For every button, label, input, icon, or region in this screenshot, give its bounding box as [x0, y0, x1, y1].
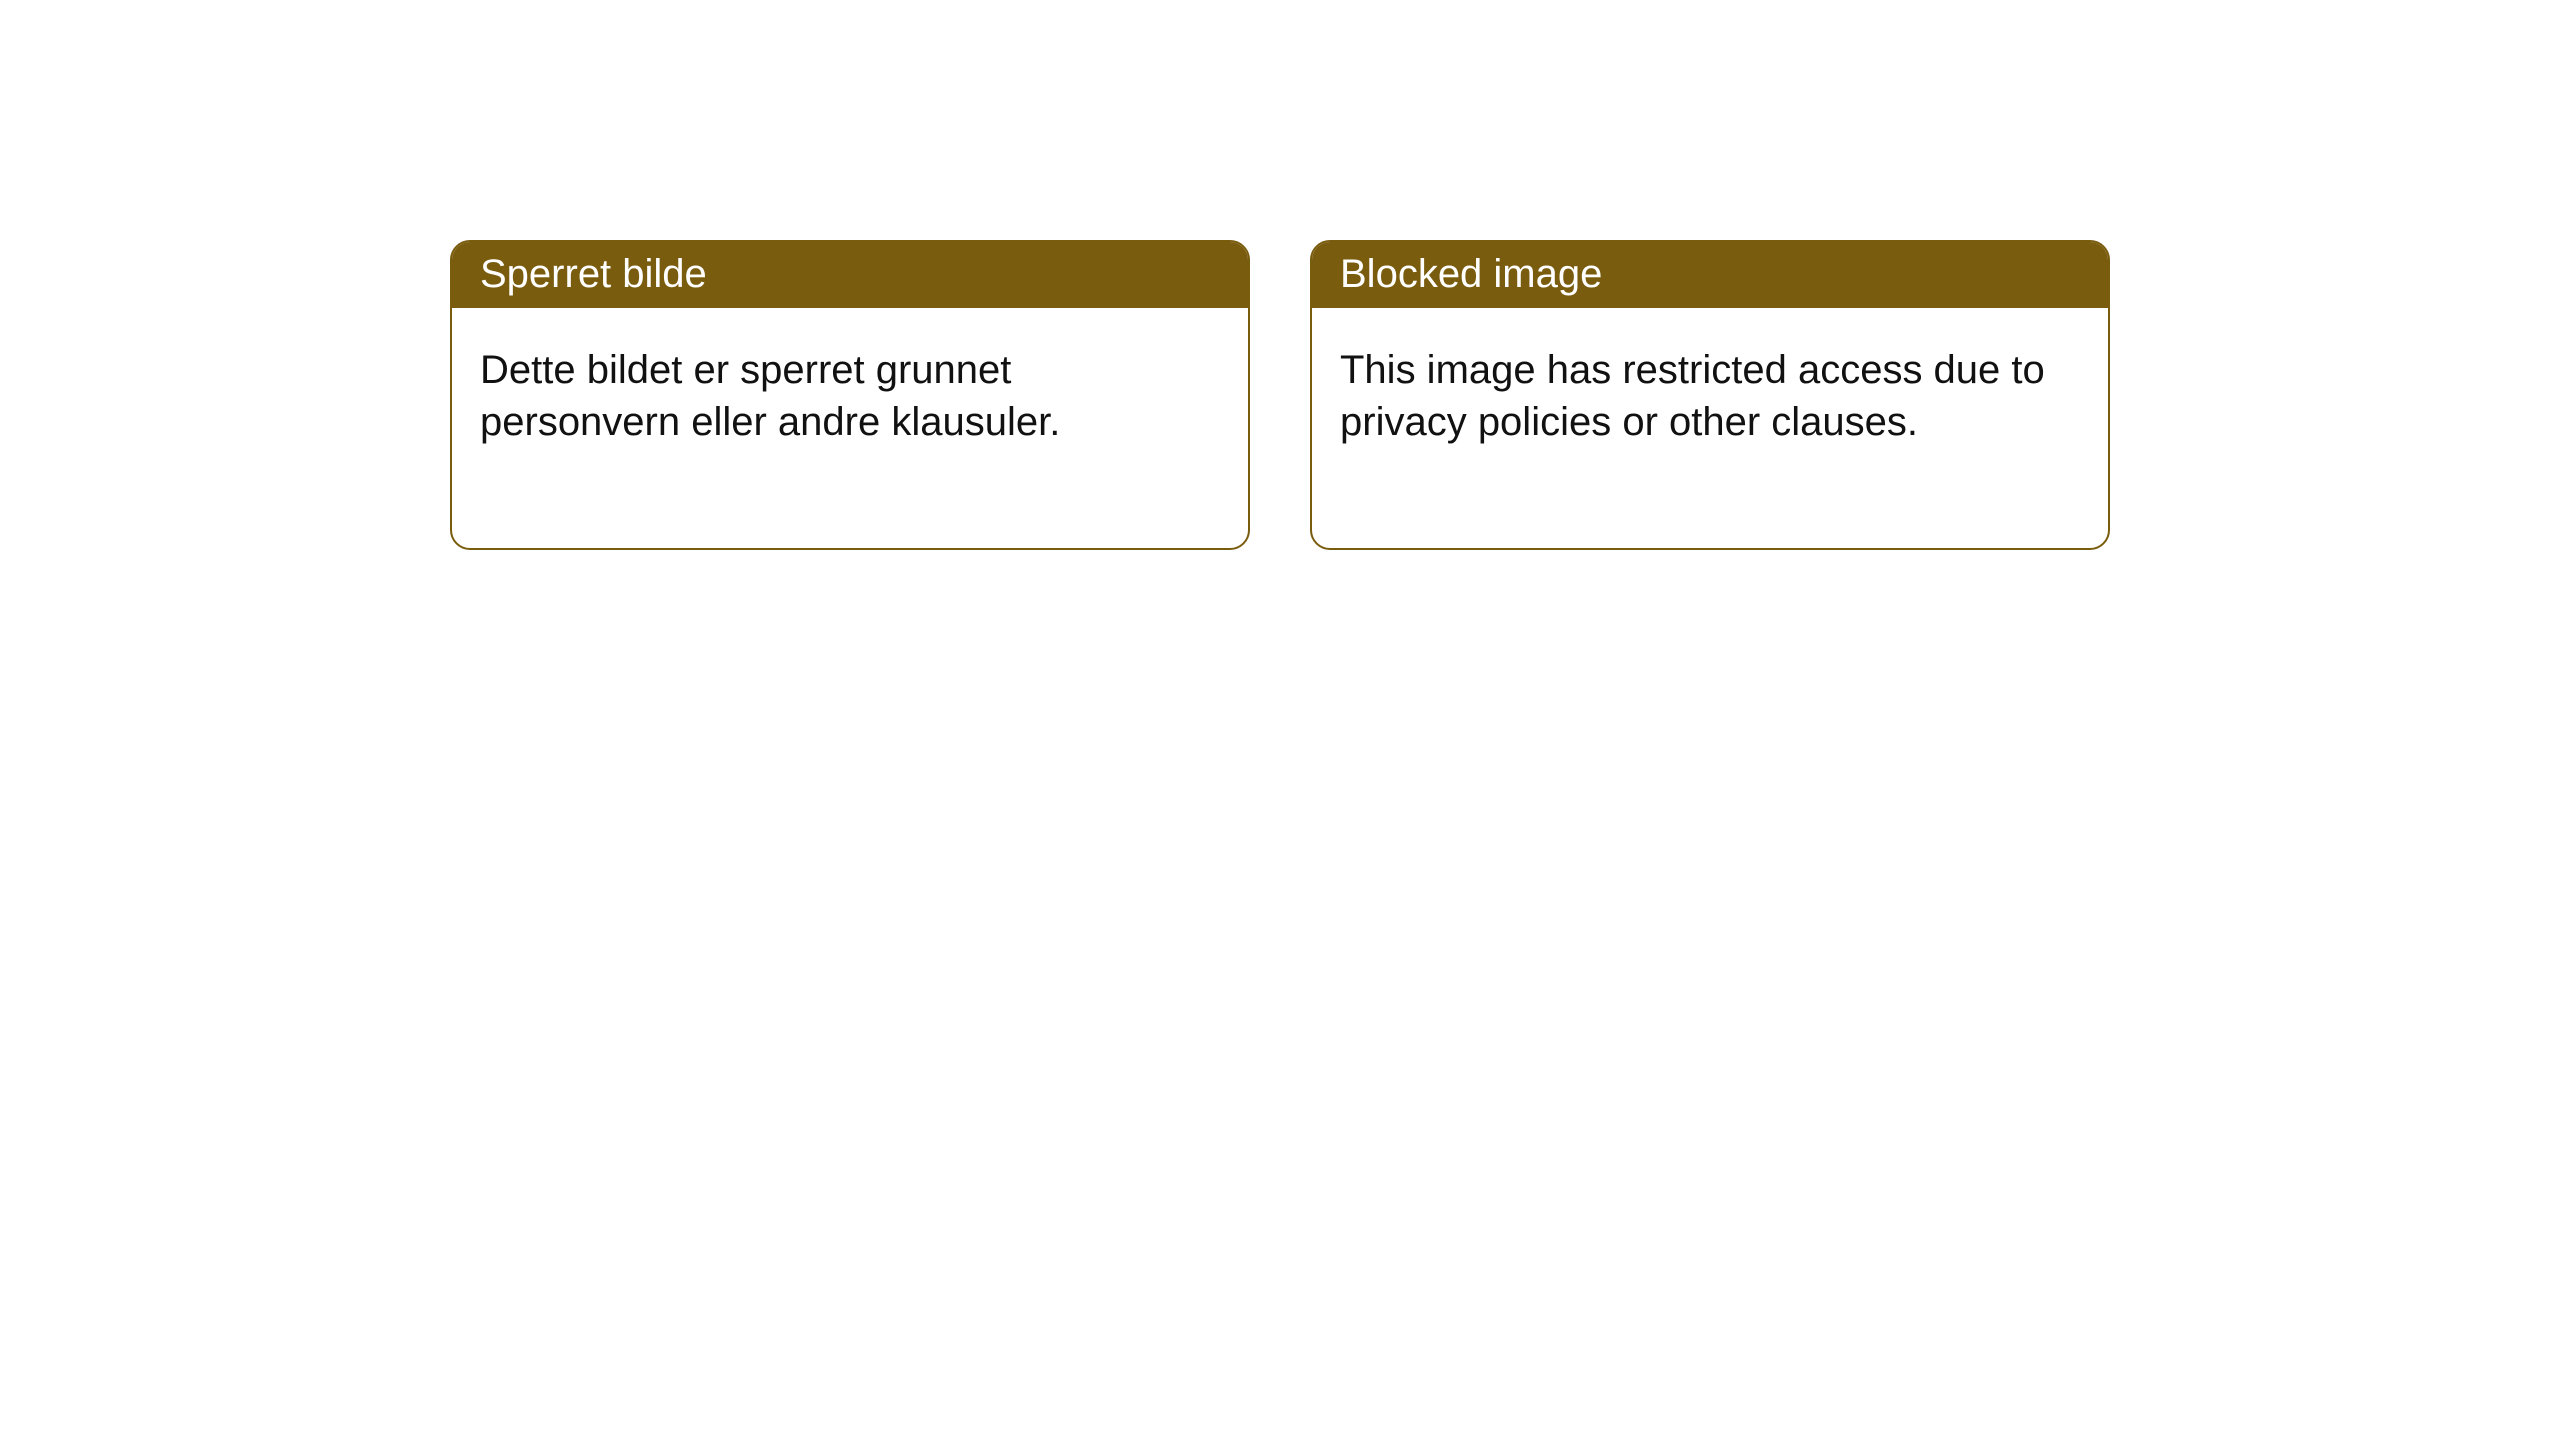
notice-card-en: Blocked image This image has restricted …	[1310, 240, 2110, 550]
notice-card-body: This image has restricted access due to …	[1312, 308, 2108, 548]
notice-card-title: Sperret bilde	[452, 242, 1248, 308]
notice-card-body: Dette bildet er sperret grunnet personve…	[452, 308, 1248, 548]
notice-card-no: Sperret bilde Dette bildet er sperret gr…	[450, 240, 1250, 550]
notice-cards-row: Sperret bilde Dette bildet er sperret gr…	[450, 240, 2560, 550]
notice-card-title: Blocked image	[1312, 242, 2108, 308]
